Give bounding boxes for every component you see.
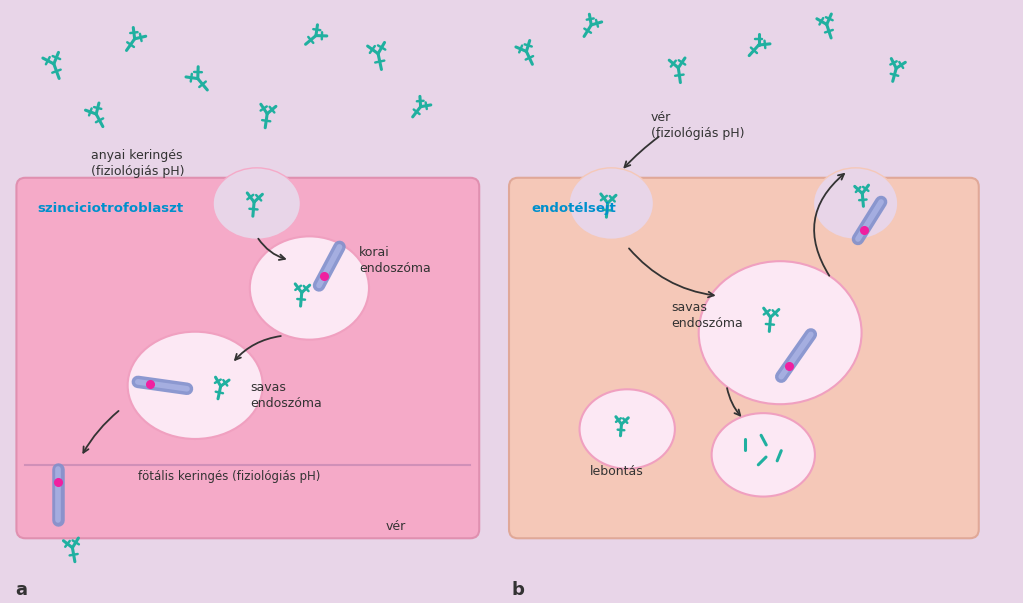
- Text: szinciciotrofoblaszt: szinciciotrofoblaszt: [37, 201, 183, 215]
- FancyBboxPatch shape: [16, 178, 479, 538]
- Text: fötális keringés (fiziológiás pH): fötális keringés (fiziológiás pH): [137, 470, 320, 483]
- FancyBboxPatch shape: [509, 178, 979, 538]
- Text: vér: vér: [386, 520, 406, 533]
- Text: anyai keringés
(fiziológiás pH): anyai keringés (fiziológiás pH): [91, 149, 184, 178]
- Ellipse shape: [213, 168, 301, 239]
- Text: lebontás: lebontás: [589, 466, 643, 478]
- Text: korai
endoszóma: korai endoszóma: [359, 245, 431, 275]
- Text: endotélsejt: endotélsejt: [532, 201, 617, 215]
- Text: b: b: [512, 581, 525, 599]
- Text: vér
(fiziológiás pH): vér (fiziológiás pH): [651, 111, 745, 140]
- Ellipse shape: [128, 332, 263, 439]
- Text: savas
endoszóma: savas endoszóma: [250, 380, 321, 410]
- Ellipse shape: [712, 413, 815, 496]
- Ellipse shape: [699, 261, 861, 404]
- Ellipse shape: [250, 236, 369, 339]
- Ellipse shape: [569, 168, 654, 239]
- Ellipse shape: [813, 168, 898, 239]
- Text: savas
endoszóma: savas endoszóma: [671, 302, 743, 330]
- Ellipse shape: [580, 390, 675, 469]
- Text: a: a: [15, 581, 28, 599]
